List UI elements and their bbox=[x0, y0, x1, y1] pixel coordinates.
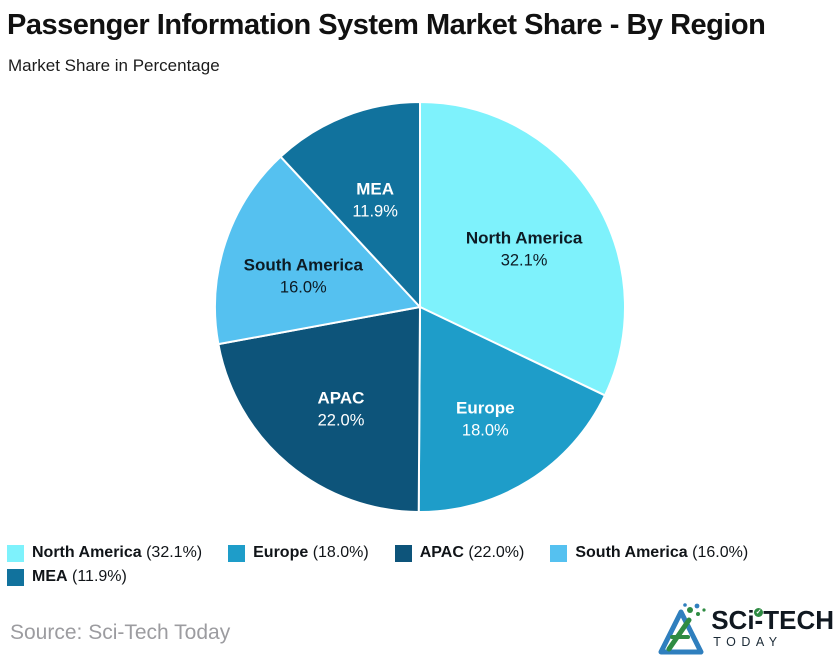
page-subtitle: Market Share in Percentage bbox=[8, 56, 220, 75]
legend-item-mea: MEA (11.9%) bbox=[7, 568, 127, 586]
pie-label-north-america: North America bbox=[466, 228, 583, 247]
pie-slice-apac bbox=[217, 306, 421, 513]
pie-label-south-america: South America bbox=[244, 255, 364, 274]
legend-swatch-north-america bbox=[7, 544, 24, 562]
legend-item-europe: Europe (18.0%) bbox=[228, 544, 369, 562]
scitech-logo-icon bbox=[658, 603, 706, 655]
page-title: Passenger Information System Market Shar… bbox=[7, 9, 766, 41]
pie-slice-north-america bbox=[419, 101, 626, 397]
legend-item-north-america: North America (32.1%) bbox=[7, 544, 202, 562]
legend-item-south-america: South America (16.0%) bbox=[550, 544, 748, 562]
scitech-logo-text: SCi-TECH ✓ TODAY bbox=[711, 607, 834, 649]
pie-label-europe: Europe bbox=[456, 398, 515, 417]
legend-label-europe: Europe (18.0%) bbox=[253, 544, 369, 561]
legend-label-apac: APAC (22.0%) bbox=[419, 544, 525, 561]
pie-value-south-america: 16.0% bbox=[280, 278, 327, 296]
pie-slice-south-america bbox=[214, 155, 421, 346]
scitech-logo-line1: SCi-TECH ✓ bbox=[711, 605, 834, 636]
scitech-logo-line2: TODAY bbox=[713, 635, 783, 650]
chart-legend: North America (32.1%) Europe (18.0%) APAC … bbox=[7, 544, 835, 586]
legend-swatch-mea bbox=[7, 568, 24, 586]
pie-value-apac: 22.0% bbox=[318, 411, 365, 429]
source-text: Source: Sci-Tech Today bbox=[10, 621, 231, 644]
legend-label-south-america: South America (16.0%) bbox=[575, 544, 749, 561]
check-icon: ✓ bbox=[754, 608, 764, 618]
pie-value-north-america: 32.1% bbox=[501, 251, 548, 269]
pie-chart: North America 32.1% Europe 18.0% APAC 22.0% So… bbox=[214, 101, 626, 514]
legend-swatch-south-america bbox=[550, 544, 568, 562]
legend-swatch-apac bbox=[394, 544, 412, 562]
pie-slice-mea bbox=[279, 101, 421, 308]
pie-label-mea: MEA bbox=[356, 180, 394, 199]
legend-swatch-europe bbox=[228, 544, 246, 562]
pie-value-mea: 11.9% bbox=[352, 203, 398, 221]
scitech-logo: SCi-TECH ✓ TODAY bbox=[657, 600, 834, 656]
pie-label-apac: APAC bbox=[318, 388, 365, 407]
pie-slice-europe bbox=[417, 306, 606, 514]
legend-item-apac: APAC (22.0%) bbox=[394, 544, 525, 562]
legend-label-north-america: North America (32.1%) bbox=[32, 544, 203, 561]
legend-label-mea: MEA (11.9%) bbox=[32, 568, 127, 585]
pie-value-europe: 18.0% bbox=[462, 421, 509, 439]
